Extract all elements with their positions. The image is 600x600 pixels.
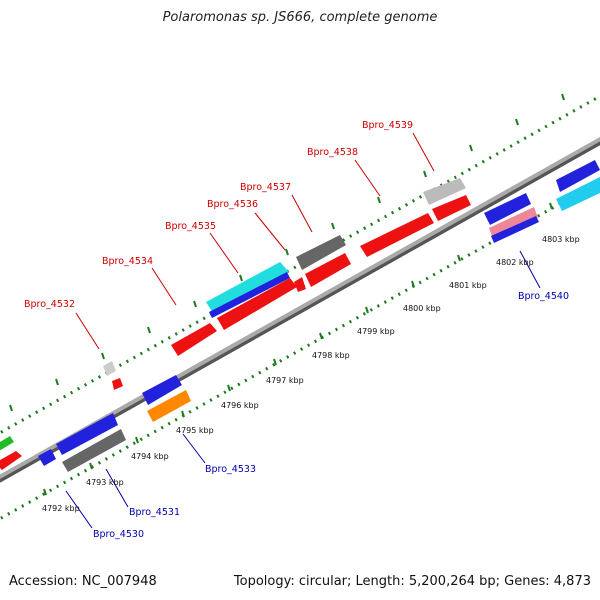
gene-arrow [491,216,539,243]
gene-arrow [112,378,123,390]
gene-arrow [103,361,116,376]
ruler-label: 4799 kbp [357,327,395,336]
gene-arrow [62,429,126,472]
gene-arrow [484,193,531,225]
ruler-label: 4796 kbp [221,401,259,410]
gene-arrow [209,272,290,318]
gene-label[interactable]: Bpro_4531 [129,507,180,518]
gene-label[interactable]: Bpro_4538 [307,147,358,158]
gene-arrow [171,323,217,356]
gene-arrow [38,449,56,466]
gene-arrow [360,213,434,257]
gene-arrow [0,436,14,451]
gene-arrow [432,195,471,221]
gene-arrow [423,178,466,205]
gene-label[interactable]: Bpro_4536 [207,199,258,210]
gene-arrow [556,177,600,211]
gene-arrow [294,277,306,292]
ruler-label: 4797 kbp [266,376,304,385]
reverse-genes [38,193,539,472]
ruler-label: 4803 kbp [542,235,580,244]
forward-genes [0,160,600,470]
gene-arrow [147,390,191,422]
outer-ruler-ticks [9,93,565,412]
gene-label[interactable]: Bpro_4537 [240,182,291,193]
gene-label[interactable]: Bpro_4534 [102,256,153,267]
genome-summary-text: Topology: circular; Length: 5,200,264 bp… [233,574,591,589]
gene-arrow [217,278,297,330]
gene-arrow [489,207,538,239]
gene-label[interactable]: Bpro_4535 [165,221,216,232]
gene-arrow [0,451,22,470]
forward-gene-labels: Bpro_4532 Bpro_4534 Bpro_4535 Bpro_4536 … [24,120,413,310]
gene-label[interactable]: Bpro_4540 [518,291,569,302]
ruler-label: 4795 kbp [176,426,214,435]
ruler-label: 4800 kbp [403,304,441,313]
ruler-label: 4793 kbp [86,478,124,487]
accession-text: Accession: NC_007948 [9,574,157,589]
reverse-leader-lines [65,250,541,529]
gene-label[interactable]: Bpro_4533 [205,464,256,475]
ruler-label: 4792 kbp [42,504,80,513]
ruler-label: 4794 kbp [131,452,169,461]
gene-arrow [556,160,600,192]
gene-arrow [56,413,118,455]
ruler-label: 4802 kbp [496,258,534,267]
gene-label[interactable]: Bpro_4530 [93,529,144,540]
reverse-gene-labels: Bpro_4530 Bpro_4531 Bpro_4533 Bpro_4540 [93,291,569,540]
forward-leader-lines [75,132,435,350]
gene-arrow [206,262,289,313]
gene-label[interactable]: Bpro_4532 [24,299,75,310]
gene-arrow [142,375,182,405]
gene-label[interactable]: Bpro_4539 [362,120,413,131]
ruler-labels: 4792 kbp 4793 kbp 4794 kbp 4795 kbp 4796… [42,235,580,513]
ruler-label: 4801 kbp [449,281,487,290]
ruler-label: 4798 kbp [312,351,350,360]
gene-arrow [296,235,346,270]
gene-arrow [305,253,351,287]
map-title: Polaromonas sp. JS666, complete genome [162,10,438,25]
